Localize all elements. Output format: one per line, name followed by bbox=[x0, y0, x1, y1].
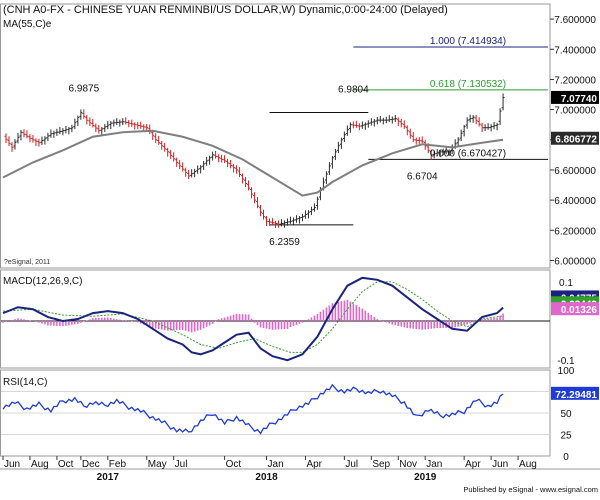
rsi-y-tick-label: 0 bbox=[563, 452, 569, 463]
macd-title: MACD(12,26,9,C) bbox=[3, 276, 82, 287]
macd-line bbox=[2, 276, 504, 362]
x-tick-label: Dec bbox=[82, 459, 100, 470]
x-tick-label: Aug bbox=[519, 459, 537, 470]
price-y-tick-label: 6.400000 bbox=[554, 196, 596, 207]
price-annotation: 6.9875 bbox=[69, 83, 100, 94]
price-y-tick-label: 6.200000 bbox=[554, 226, 596, 237]
x-tick-label: Jun bbox=[492, 459, 508, 470]
x-tick-label: Oct bbox=[58, 459, 74, 470]
last-price-label: 7.07740 bbox=[561, 94, 598, 105]
price-y-tick-label: 7.400000 bbox=[554, 45, 596, 56]
x-tick-label: Apr bbox=[465, 459, 481, 470]
price-annotation: 6.2359 bbox=[269, 237, 300, 248]
price-y-tick-label: 7.000000 bbox=[554, 106, 596, 117]
macd-hist-value-label-bg bbox=[551, 302, 599, 316]
year-label: 2017 bbox=[97, 472, 120, 483]
copyright: ?eSignal, 2011 bbox=[4, 259, 50, 266]
macd-y-tick-label: 0.1 bbox=[559, 278, 573, 289]
rsi-value-label: 72.29481 bbox=[555, 390, 597, 401]
price-y-tick-label: 6.000000 bbox=[554, 256, 596, 267]
chart-title: (CNH A0-FX - CHINESE YUAN RENMINBI/US DO… bbox=[3, 4, 448, 16]
rsi-title: RSI(14,C) bbox=[3, 377, 47, 388]
macd-panel bbox=[0, 269, 551, 369]
price-y-tick-label: 7.600000 bbox=[554, 15, 596, 26]
x-tick-label: Apr bbox=[306, 459, 322, 470]
macd-hist-value-label: 0.01326 bbox=[561, 305, 598, 316]
x-tick-label: Sep bbox=[372, 459, 390, 470]
x-tick-label: Oct bbox=[226, 459, 242, 470]
level-label: 1.000 (7.414934) bbox=[430, 36, 506, 47]
price-panel bbox=[0, 3, 551, 269]
x-tick-label: Feb bbox=[109, 459, 127, 470]
year-label: 2018 bbox=[255, 472, 278, 483]
x-tick-label: Nov bbox=[399, 459, 417, 470]
x-tick-label: Jul bbox=[175, 459, 188, 470]
level-label: 0.618 (7.130532) bbox=[430, 79, 506, 90]
x-tick-label: May bbox=[148, 459, 167, 470]
ma-legend: MA(55,C)e bbox=[3, 19, 52, 30]
x-tick-label: Jun bbox=[4, 459, 20, 470]
price-y-tick-label: 7.200000 bbox=[554, 75, 596, 86]
macd-y-tick-label: -0.1 bbox=[557, 356, 575, 367]
x-tick-label: Aug bbox=[31, 459, 49, 470]
price-y-tick-label: 6.600000 bbox=[554, 166, 596, 177]
last-price-label-bg bbox=[551, 90, 599, 104]
rsi-line bbox=[2, 383, 504, 435]
ma-line bbox=[2, 129, 504, 197]
ma-value-label-bg bbox=[551, 131, 599, 145]
price-annotation: 6.9804 bbox=[338, 85, 369, 96]
published-credit: Published by eSignal - www.esignal.com bbox=[463, 485, 598, 494]
x-tick-label: Jan bbox=[268, 459, 284, 470]
ma-value-label: 6.806772 bbox=[555, 135, 597, 146]
x-tick-label: Jul bbox=[345, 459, 358, 470]
level-label: 0.000 (6.670427) bbox=[430, 148, 506, 159]
x-tick-label: Jan bbox=[426, 459, 442, 470]
rsi-value-label-bg bbox=[551, 386, 599, 400]
year-label: 2019 bbox=[414, 472, 437, 483]
price-annotation: 6.6704 bbox=[407, 171, 438, 182]
rsi-y-tick-label: 25 bbox=[560, 431, 572, 442]
rsi-y-tick-label: 50 bbox=[560, 409, 572, 420]
rsi-y-tick-label: 100 bbox=[558, 366, 575, 377]
